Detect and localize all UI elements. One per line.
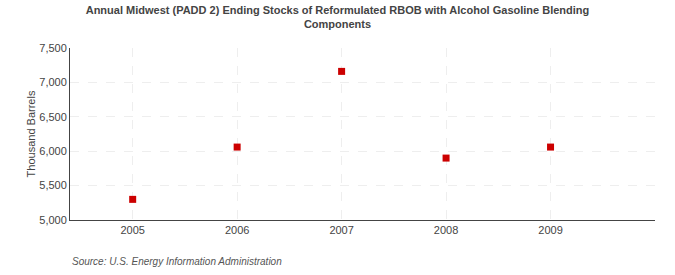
- svg-text:7,500: 7,500: [39, 42, 67, 54]
- svg-text:Source: U.S. Energy Informatio: Source: U.S. Energy Information Administ…: [72, 256, 282, 267]
- svg-text:5,500: 5,500: [39, 179, 67, 191]
- svg-text:2009: 2009: [538, 224, 562, 236]
- svg-text:7,000: 7,000: [39, 76, 67, 88]
- svg-text:5,000: 5,000: [39, 214, 67, 226]
- svg-text:6,500: 6,500: [39, 111, 67, 123]
- svg-text:2006: 2006: [225, 224, 249, 236]
- svg-text:6,000: 6,000: [39, 145, 67, 157]
- svg-text:Annual Midwest (PADD 2) Ending: Annual Midwest (PADD 2) Ending Stocks of…: [86, 4, 590, 30]
- svg-text:2008: 2008: [434, 224, 458, 236]
- svg-text:2005: 2005: [120, 224, 144, 236]
- svg-text:2007: 2007: [329, 224, 353, 236]
- svg-text:Thousand Barrels: Thousand Barrels: [25, 90, 37, 177]
